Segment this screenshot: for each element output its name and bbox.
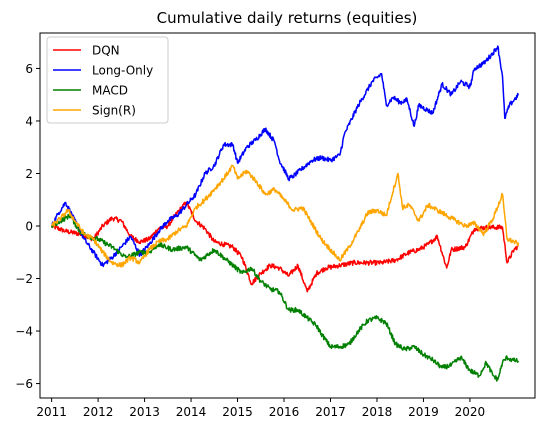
x-tick-label: 2014 (176, 405, 207, 419)
y-tick-label: 2 (25, 167, 33, 181)
legend-label: Long-Only (92, 64, 153, 78)
series-layer (50, 45, 520, 382)
plot-frame (39, 32, 536, 399)
legend-label: MACD (92, 84, 128, 98)
y-tick-label: 4 (25, 114, 33, 128)
legend: DQN Long-Only MACD Sign(R) (46, 36, 169, 124)
series-line-macd (50, 213, 520, 382)
x-tick-label: 2011 (36, 405, 67, 419)
legend-label: Sign(R) (92, 104, 136, 118)
y-tick-label: 6 (25, 62, 33, 76)
x-tick-label: 2015 (222, 405, 253, 419)
x-axis: 2011 2012 2013 2014 2015 2016 2017 2018 2019 2020 (36, 398, 485, 419)
x-tick-label: 2012 (83, 405, 114, 419)
x-tick-label: 2018 (362, 405, 393, 419)
y-axis: −6 −4 −2 0 2 4 6 (15, 62, 40, 391)
x-tick-label: 2017 (315, 405, 346, 419)
series-line-sign-r (50, 164, 520, 268)
legend-label: DQN (92, 44, 120, 58)
chart-title: Cumulative daily returns (equities) (157, 9, 418, 27)
y-tick-label: −6 (15, 377, 33, 391)
y-tick-label: 0 (25, 220, 33, 234)
x-tick-label: 2019 (408, 405, 439, 419)
y-tick-label: −2 (15, 272, 33, 286)
legend-box (46, 36, 169, 124)
y-tick-label: −4 (15, 325, 33, 339)
x-tick-label: 2016 (269, 405, 300, 419)
x-tick-label: 2013 (129, 405, 160, 419)
series-line-long-only (51, 45, 519, 268)
x-tick-label: 2020 (455, 405, 486, 419)
